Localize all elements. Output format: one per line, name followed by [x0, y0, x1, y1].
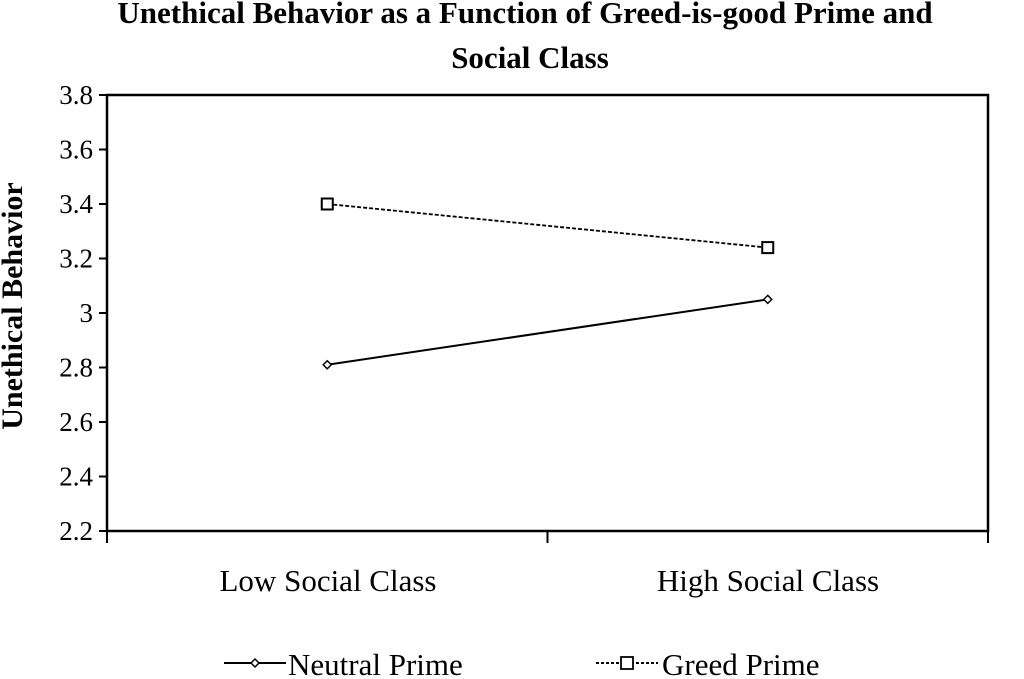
chart-title-line-2: Social Class [451, 40, 609, 75]
data-point-square-0 [320, 197, 334, 211]
data-point-diamond-0 [322, 359, 333, 370]
y-tick-label: 3.8 [59, 80, 93, 110]
x-category-label-high: High Social Class [657, 563, 879, 598]
y-tick-label: 2.6 [59, 407, 93, 437]
y-tick-label: 3.6 [59, 135, 93, 165]
series-line [327, 203, 768, 249]
y-axis-label: Unethical Behavior [0, 182, 29, 430]
legend-item-neutral-prime: Neutral Prime [224, 647, 463, 679]
y-tick-label: 3 [80, 298, 94, 328]
data-point-square-1 [761, 241, 775, 255]
legend-label-greed-prime: Greed Prime [662, 647, 820, 679]
legend-marker-square [620, 656, 634, 670]
series-neutral-prime [322, 294, 773, 370]
chart-title-line-1: Unethical Behavior as a Function of Gree… [117, 0, 932, 30]
legend: Neutral Prime Greed Prime [224, 647, 820, 679]
data-point-diamond-1 [762, 294, 773, 305]
series-line [327, 298, 768, 366]
y-tick-label: 2.4 [59, 462, 93, 492]
plot-area-frame [105, 93, 990, 533]
series-greed-prime [320, 197, 775, 255]
x-category-label-low: Low Social Class [220, 563, 437, 598]
x-axis-ticks [106, 531, 989, 543]
legend-item-greed-prime: Greed Prime [596, 647, 820, 679]
legend-label-neutral-prime: Neutral Prime [288, 647, 463, 679]
y-tick-label: 3.4 [59, 189, 93, 219]
y-tick-label: 3.2 [59, 244, 93, 274]
y-tick-label: 2.8 [59, 353, 93, 383]
y-axis-ticks: 2.2 2.4 2.6 2.8 3 3.2 3.4 3.6 3.8 [59, 80, 107, 546]
series-layer [320, 197, 775, 370]
legend-marker-diamond [249, 657, 261, 669]
y-tick-label: 2.2 [59, 516, 93, 546]
